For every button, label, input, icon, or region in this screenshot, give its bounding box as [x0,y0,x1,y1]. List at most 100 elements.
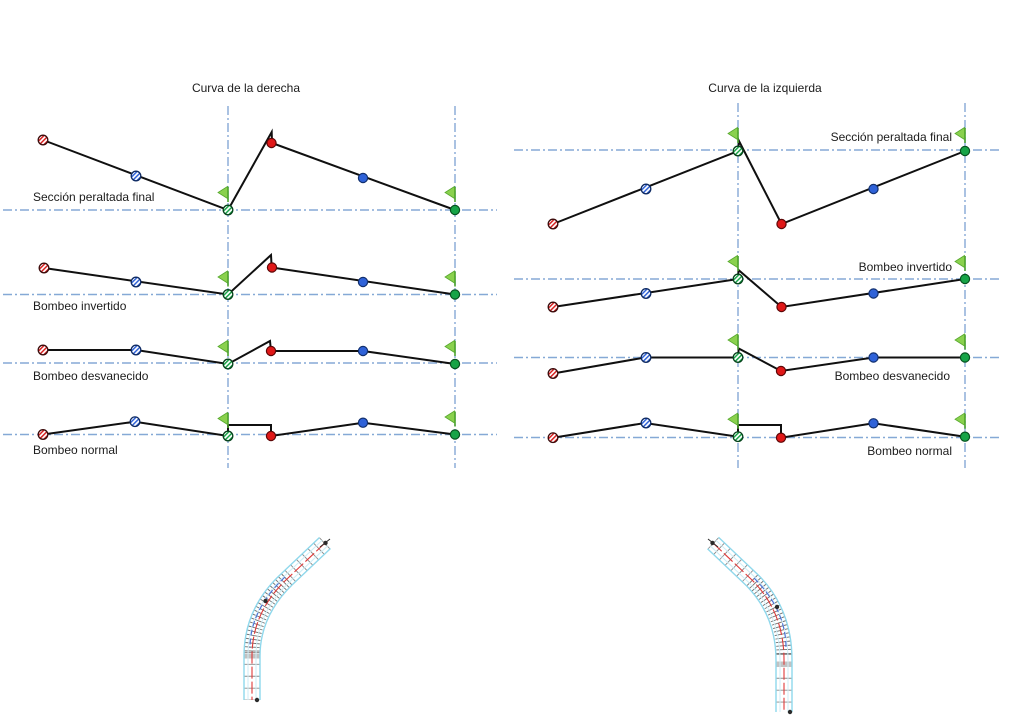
red-point-marker [775,365,787,377]
blue-point-marker [868,288,879,299]
label-right-bombeo-invertido: Bombeo invertido [858,260,952,274]
blue-point-marker [357,345,369,357]
flag-icon [217,339,229,357]
road-edge [707,548,777,712]
road-edge [259,547,331,700]
road-centerline [712,542,785,712]
flag-icon [444,270,456,288]
green-point-marker [959,431,971,442]
flag-icon [217,185,229,203]
label-right-seccion-peraltada: Sección peraltada final [830,130,952,144]
lane-line [709,545,781,712]
green-hatched-point-marker [222,358,234,370]
blue-hatched-point-marker [640,352,652,363]
profile-right-bombeo-normal [552,421,966,439]
green-hatched-point-marker [732,273,744,285]
red-hatched-point-marker [38,262,50,274]
label-left-bombeo-normal: Bombeo normal [33,443,118,457]
road-edge [718,536,793,712]
curve-region-line [249,576,286,649]
blue-hatched-point-marker [640,288,652,299]
flag-icon [444,410,456,428]
green-point-marker [449,429,461,440]
flag-icon [444,339,456,357]
alignment-end-tick [707,538,719,548]
red-hatched-point-marker [547,368,559,379]
profile-left-bombeo-invertido [43,252,456,296]
blue-hatched-point-marker [640,417,652,429]
flag-icon [954,126,966,144]
green-hatched-point-marker [222,204,234,216]
red-hatched-point-marker [37,344,49,356]
left-panel-title: Curva de la derecha [191,81,301,95]
lane-line [715,539,789,712]
alignment-end-tick [319,538,331,548]
green-point-marker [449,289,461,300]
red-hatched-point-marker [547,432,559,444]
green-hatched-point-marker [732,145,744,157]
right-panel-title: Curva de la izquierda [708,81,822,95]
label-left-bombeo-desvanecido: Bombeo desvanecido [33,369,149,383]
station-label-marker [263,598,268,604]
lane-line [247,539,323,700]
profile-right-bombeo-invertido [552,267,966,309]
profile-right-seccion-peraltada [552,137,966,226]
flag-icon [727,254,739,272]
flag-icon [444,185,456,203]
lane-line [255,545,329,700]
blue-point-marker [357,172,369,184]
blue-point-marker [868,183,879,195]
green-hatched-point-marker [222,430,234,442]
blue-point-marker [868,352,879,363]
red-point-marker [266,137,277,149]
blue-hatched-point-marker [130,344,142,356]
profile-left-bombeo-desvanecido [42,339,456,366]
markers-left-panel [37,134,461,442]
red-hatched-point-marker [547,218,559,230]
flag-icon [727,333,739,351]
station-label-marker [774,604,780,610]
green-point-marker [449,204,461,216]
markers-right-panel [547,145,971,444]
red-point-marker [265,430,277,442]
curve-region-line [753,577,787,649]
red-point-marker [776,218,787,230]
label-left-seccion-peraltada: Sección peraltada final [33,190,155,204]
station-flags [217,126,966,430]
red-hatched-point-marker [37,134,49,146]
alignment-end-marker [787,709,793,715]
flag-icon [727,126,739,144]
green-point-marker [959,273,971,285]
green-point-marker [959,352,971,363]
green-hatched-point-marker [732,431,744,443]
green-point-marker [959,145,971,157]
blue-hatched-point-marker [130,170,142,182]
blue-point-marker [357,417,369,428]
guide-lines [3,103,1000,468]
red-hatched-point-marker [547,301,559,313]
alignment-end-marker [254,697,260,703]
flag-icon [954,254,966,272]
green-hatched-point-marker [732,352,744,363]
red-point-marker [265,345,277,357]
profile-lines [42,128,966,439]
blue-hatched-point-marker [640,183,652,195]
flag-icon [954,333,966,351]
flag-icon [217,411,229,429]
blue-hatched-point-marker [129,416,141,428]
red-hatched-point-marker [37,429,49,440]
road-centerline [251,542,326,700]
profile-left-seccion-peraltada [42,128,456,212]
blue-hatched-point-marker [130,276,142,288]
flag-icon [954,412,966,430]
flag-icon [217,270,229,288]
road-plan-left [243,536,331,703]
label-right-bombeo-normal: Bombeo normal [867,444,952,458]
green-point-marker [449,358,461,370]
profile-left-bombeo-normal [42,420,456,438]
red-point-marker [266,262,278,273]
green-hatched-point-marker [222,289,234,300]
label-left-bombeo-invertido: Bombeo invertido [33,299,127,313]
